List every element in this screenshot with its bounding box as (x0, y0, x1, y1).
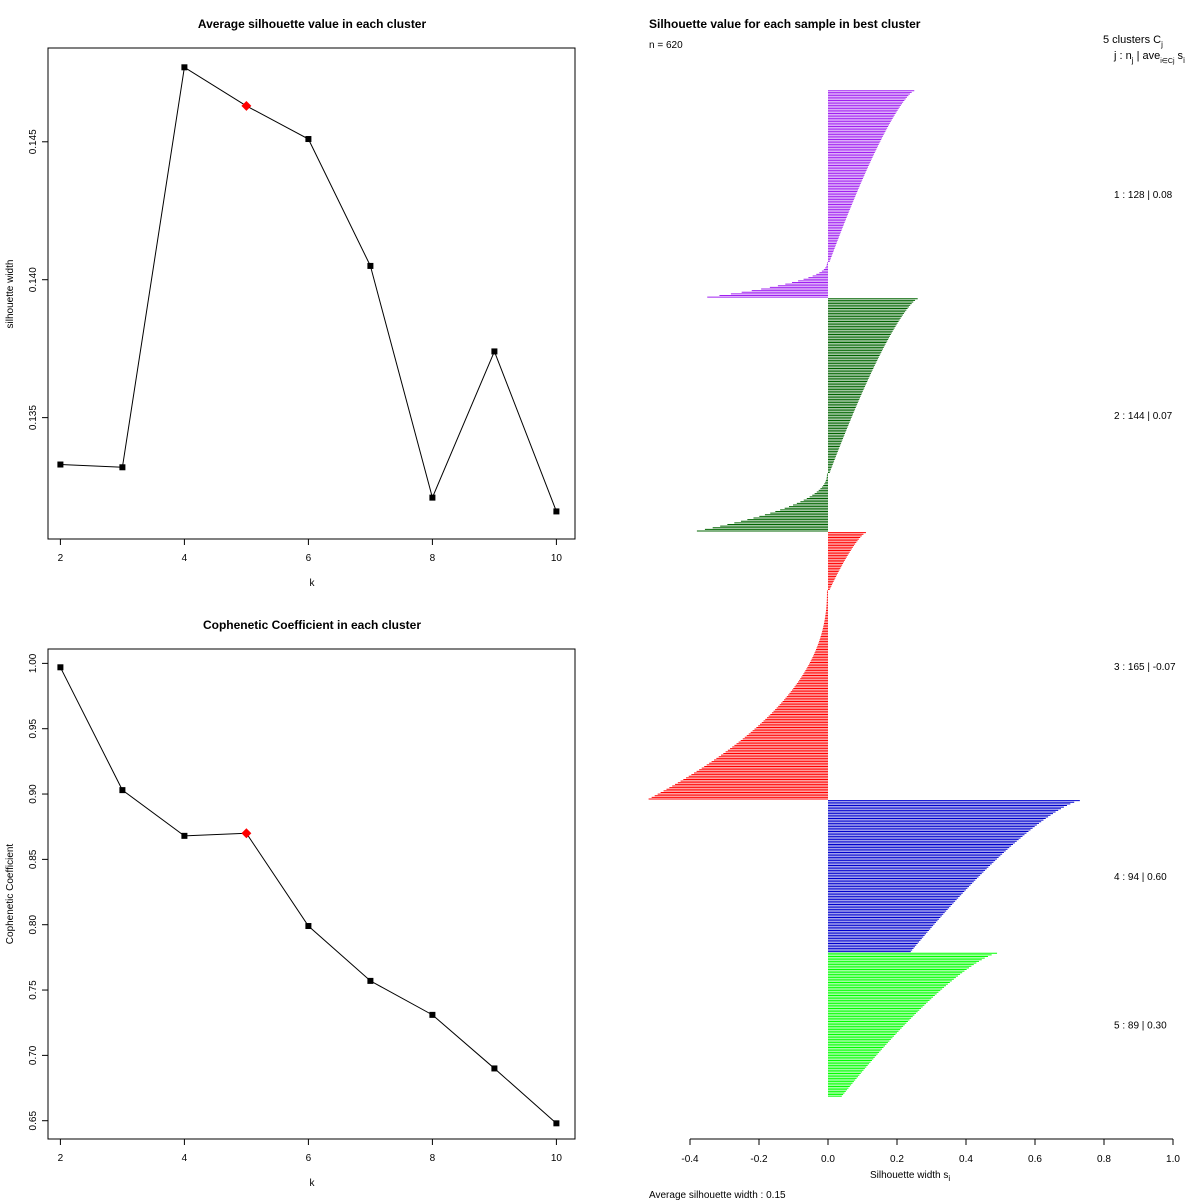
cophenetic-point (57, 664, 64, 671)
silhouette-x-tick-label: -0.4 (681, 1154, 699, 1165)
cluster-label-1: 1 : 128 | 0.08 (1114, 190, 1173, 201)
silhouette-x-tick-label: 10 (551, 553, 563, 564)
silhouette-x-tick-label: 8 (430, 553, 436, 564)
silhouette-point (429, 494, 436, 501)
silhouette-x-tick-label: 0.8 (1097, 1154, 1111, 1165)
cophenetic-point (119, 787, 126, 794)
cluster-label-2: 2 : 144 | 0.07 (1114, 411, 1173, 422)
cophenetic-series-line (59, 667, 557, 1124)
cophenetic-y-tick-label: 0.75 (28, 980, 39, 1000)
header-s-sub: i (1183, 56, 1185, 65)
silhouette-point (305, 136, 312, 143)
silhouette-x-tick-label: -0.2 (750, 1154, 768, 1165)
silhouette-x-tick-label: 0.4 (959, 1154, 973, 1165)
header-ave-sub: i∈Cj (1160, 58, 1175, 65)
cophenetic-point (491, 1065, 498, 1072)
silhouette-plot-title: Silhouette value for each sample in best… (649, 17, 921, 31)
cophenetic-point (181, 832, 188, 839)
silhouette-x-axis-label: Silhouette width si (870, 1170, 950, 1183)
silhouette-point (367, 262, 374, 269)
clusters-header-line1: 5 clusters Cj (1103, 34, 1163, 49)
sample-count-label: n = 620 (649, 40, 683, 51)
silhouette-point (119, 464, 126, 471)
cophenetic-x-tick-label: 4 (182, 1153, 188, 1164)
cophenetic-chart-title: Cophenetic Coefficient in each cluster (203, 618, 421, 632)
cophenetic-x-tick-label: 2 (58, 1153, 64, 1164)
silhouette-x-tick-label: 4 (182, 553, 188, 564)
silhouette-x-tick-label: 0.0 (821, 1154, 835, 1165)
average-silhouette-width: Average silhouette width : 0.15 (649, 1190, 786, 1200)
clusters-header-text: 5 clusters C (1103, 34, 1161, 46)
cophenetic-line-chart: Cophenetic Coefficient in each cluster k… (5, 618, 576, 1189)
silhouette-point (491, 348, 498, 355)
cluster-label-3: 3 : 165 | -0.07 (1114, 662, 1176, 673)
silhouette-bar-plot: Silhouette value for each sample in best… (648, 17, 1185, 1200)
silhouette-x-tick-label: 0.6 (1028, 1154, 1042, 1165)
cophenetic-y-tick-label: 1.00 (28, 653, 39, 673)
cophenetic-y-tick-label: 0.90 (28, 784, 39, 804)
clusters-header-line2: j : nj | avei∈Cj si (1113, 50, 1185, 65)
cophenetic-y-tick-label: 0.80 (28, 915, 39, 935)
silhouette-y-tick-label: 0.140 (28, 267, 39, 292)
silhouette-x-label-sub: i (948, 1174, 950, 1183)
cophenetic-x-tick-label: 8 (430, 1153, 436, 1164)
clusters-header-sub: j (1160, 40, 1163, 49)
header-ave: | ave (1134, 50, 1161, 62)
silhouette-x-tick-label: 2 (58, 553, 64, 564)
cophenetic-x-axis-label: k (310, 1178, 316, 1189)
silhouette-series-line (60, 66, 557, 512)
cophenetic-point (429, 1011, 436, 1018)
silhouette-x-tick-label: 1.0 (1166, 1154, 1180, 1165)
silhouette-point (553, 508, 560, 515)
header-s: s (1175, 50, 1184, 62)
cophenetic-plot-frame (47, 648, 576, 1140)
silhouette-y-axis-label: silhouette width (5, 260, 16, 329)
silhouette-x-axis-label: k (310, 578, 316, 589)
silhouette-x-tick-label: 6 (306, 553, 312, 564)
silhouette-point (57, 461, 64, 468)
cophenetic-y-tick-label: 0.70 (28, 1045, 39, 1065)
cophenetic-point (367, 977, 374, 984)
cophenetic-point (553, 1120, 560, 1127)
cophenetic-x-tick-label: 10 (551, 1153, 563, 1164)
silhouette-plot-frame (47, 47, 576, 540)
silhouette-y-tick-label: 0.145 (28, 129, 39, 154)
cluster-label-4: 4 : 94 | 0.60 (1114, 872, 1167, 883)
cophenetic-point (305, 923, 312, 930)
header-n-sub: j (1131, 56, 1134, 65)
cluster-label-5: 5 : 89 | 0.30 (1114, 1021, 1167, 1032)
cophenetic-y-tick-label: 0.85 (28, 849, 39, 869)
header-j-n: j : n (1113, 50, 1132, 62)
silhouette-point-highlight (241, 100, 252, 111)
silhouette-chart-title: Average silhouette value in each cluster (198, 17, 427, 31)
cophenetic-y-tick-label: 0.65 (28, 1111, 39, 1131)
cophenetic-y-axis-label: Cophenetic Coefficient (5, 844, 16, 945)
silhouette-x-tick-label: 0.2 (890, 1154, 904, 1165)
cophenetic-x-tick-label: 6 (306, 1153, 312, 1164)
silhouette-line-chart: Average silhouette value in each cluster… (5, 17, 576, 589)
silhouette-y-tick-label: 0.135 (28, 405, 39, 430)
silhouette-x-label-text: Silhouette width s (870, 1170, 948, 1181)
cophenetic-point-highlight (241, 828, 252, 839)
silhouette-point (181, 64, 188, 71)
cophenetic-y-tick-label: 0.95 (28, 719, 39, 739)
